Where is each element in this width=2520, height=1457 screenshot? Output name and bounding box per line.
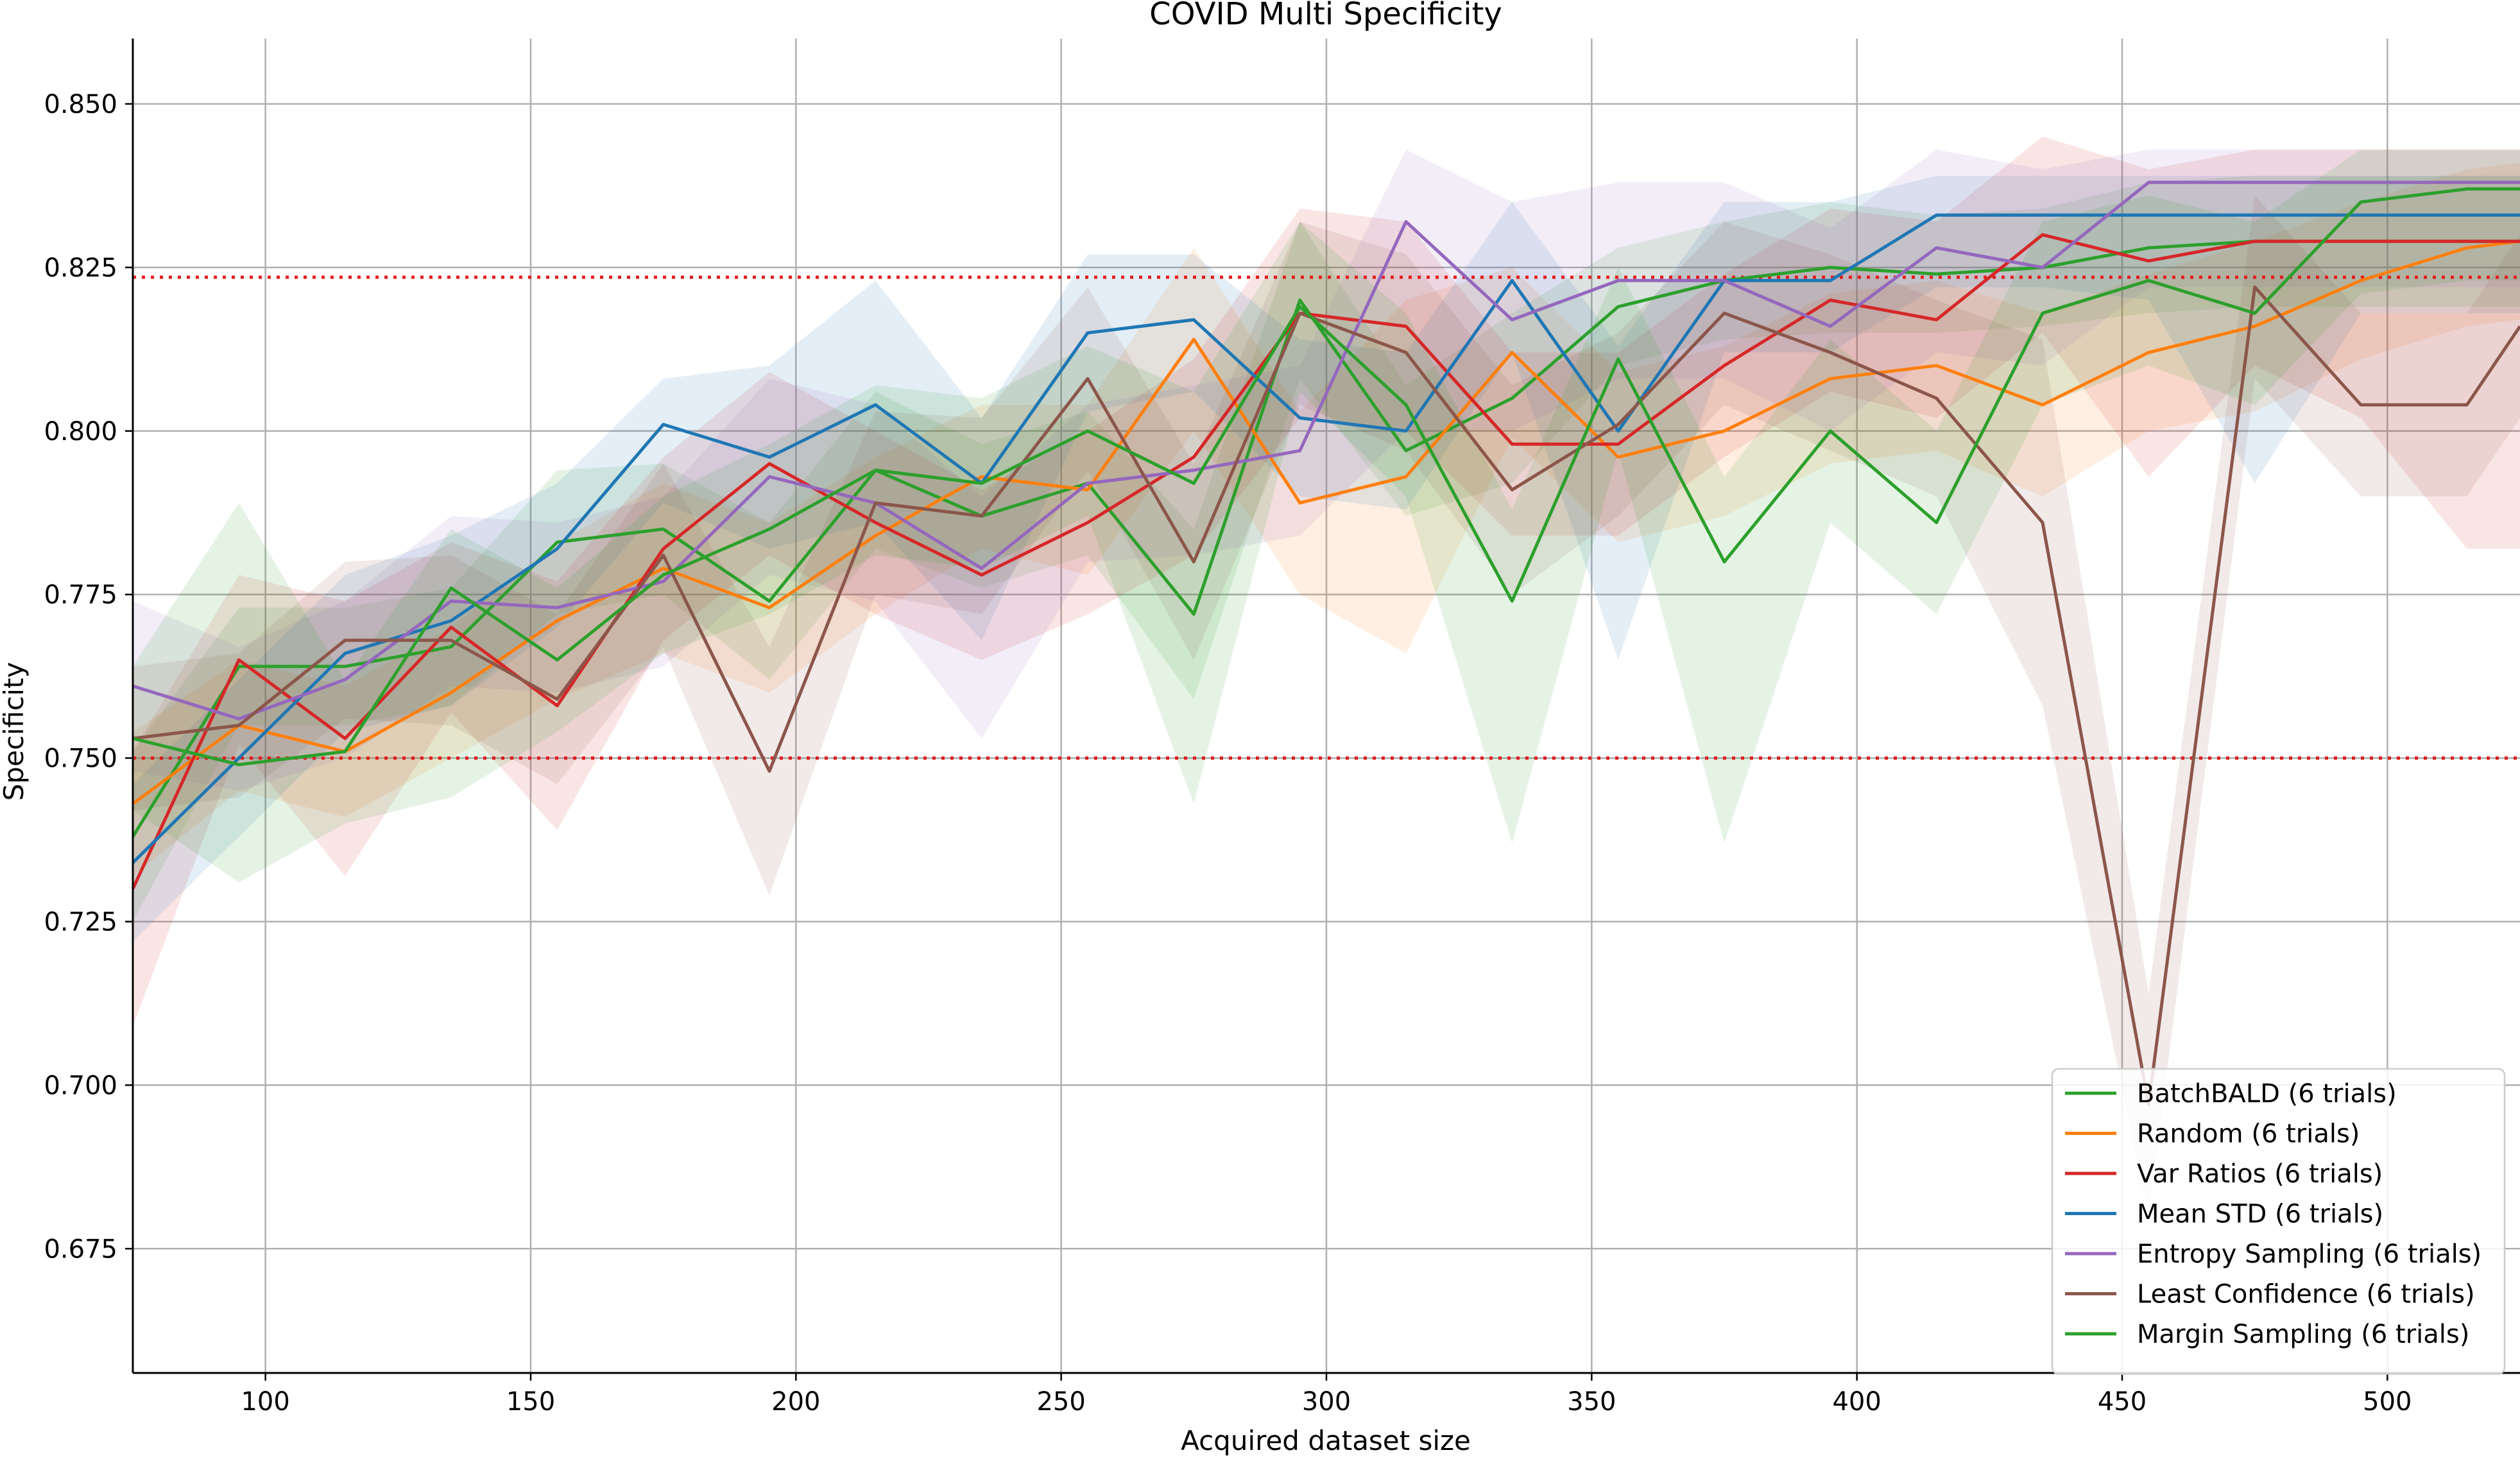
confidence-band	[133, 149, 2520, 883]
legend-box	[2051, 1068, 2506, 1375]
legend: BatchBALD (6 trials) Random (6 trials) Var…	[2051, 1068, 2506, 1375]
y-axis-title: Specificity	[0, 662, 30, 801]
y-tick-label: 0.800	[44, 417, 117, 447]
y-tick-label: 0.825	[44, 253, 117, 283]
legend-label: Least Confidence (6 trials)	[2137, 1280, 2475, 1309]
y-tick-label: 0.775	[44, 581, 117, 610]
series-line	[132, 180, 2520, 720]
series-line	[132, 285, 2520, 1107]
series-line	[132, 239, 2520, 805]
y-tick-label: 0.700	[44, 1071, 117, 1100]
x-tick-label: 450	[2098, 1387, 2147, 1417]
confidence-band	[133, 162, 2520, 876]
x-tick-label: 200	[771, 1387, 820, 1417]
legend-label: Random (6 trials)	[2137, 1120, 2360, 1149]
confidence-bands	[133, 136, 2520, 1216]
legend-label: BatchBALD (6 trials)	[2137, 1079, 2397, 1109]
y-tick-label: 0.850	[44, 90, 117, 119]
reference-lines	[133, 275, 2520, 760]
legend-label: Margin Sampling (6 trials)	[2137, 1320, 2469, 1349]
legend-label: Mean STD (6 trials)	[2137, 1200, 2383, 1229]
confidence-band	[133, 136, 2520, 1027]
x-axis-title: Acquired dataset size	[1181, 1425, 1471, 1456]
x-tick-label: 350	[1567, 1387, 1616, 1417]
x-tick-label: 100	[241, 1387, 289, 1417]
tick-labels: 100 150 200 250 300 350 400 450 500 0.675 0.700 0.7…	[44, 90, 2412, 1417]
x-tick-label: 400	[1832, 1387, 1881, 1417]
chart-title: COVID Multi Specificity	[1149, 0, 1502, 32]
x-tick-label: 500	[2363, 1387, 2412, 1417]
confidence-band	[133, 149, 2520, 791]
confidence-band	[133, 176, 2520, 942]
series-lines	[131, 180, 2520, 1107]
confidence-band	[133, 176, 2520, 922]
y-tick-label: 0.675	[44, 1234, 117, 1264]
y-tick-label: 0.750	[44, 744, 117, 774]
series-line	[132, 187, 2520, 767]
series-line	[132, 213, 2520, 864]
x-tick-label: 300	[1302, 1387, 1351, 1417]
x-tick-label: 250	[1036, 1387, 1085, 1417]
legend-label: Var Ratios (6 trials)	[2137, 1159, 2383, 1189]
series-line	[131, 233, 2520, 890]
confidence-band	[133, 195, 2520, 1216]
y-tick-label: 0.725	[44, 907, 117, 937]
x-tick-label: 150	[506, 1387, 555, 1417]
legend-label: Entropy Sampling (6 trials)	[2137, 1240, 2481, 1269]
